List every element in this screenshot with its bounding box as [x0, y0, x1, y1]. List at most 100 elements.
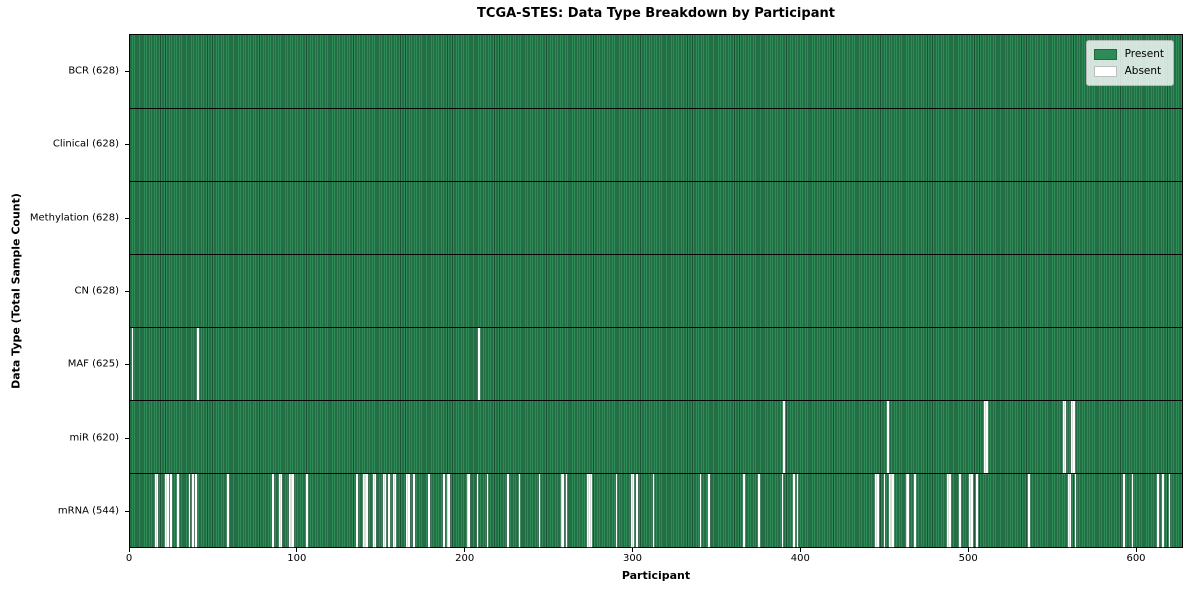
- y-tick-label-mRNA: mRNA (544): [57, 505, 119, 517]
- absent-stripe-mRNA: [632, 473, 635, 547]
- row-separator: [130, 180, 1182, 182]
- absent-stripe-mRNA: [877, 473, 879, 547]
- absent-stripe-mRNA: [413, 473, 415, 547]
- y-tick-label-Clinical: Clinical (628): [52, 138, 119, 150]
- y-tick-label-miR: miR (620): [69, 432, 119, 444]
- y-tick-mark: [125, 217, 129, 219]
- absent-stripe-mRNA: [758, 473, 760, 547]
- absent-stripe-mRNA: [1131, 473, 1134, 547]
- absent-stripe-mRNA: [796, 473, 799, 547]
- y-tick-label-BCR: BCR (628): [68, 65, 119, 77]
- absent-stripe-mRNA: [1069, 473, 1072, 547]
- absent-stripe-mRNA: [166, 473, 169, 547]
- absent-stripe-mRNA: [781, 473, 784, 547]
- absent-stripe-mRNA: [506, 473, 509, 547]
- y-tick-mark: [125, 144, 129, 146]
- absent-stripe-mRNA: [305, 473, 308, 547]
- absent-stripe-miR: [1071, 400, 1074, 474]
- present-swatch-icon: [1093, 49, 1117, 60]
- absent-stripe-mRNA: [382, 473, 385, 547]
- absent-stripe-mRNA: [443, 473, 445, 547]
- absent-stripe-mRNA: [652, 473, 655, 547]
- absent-stripe-mRNA: [615, 473, 618, 547]
- absent-stripe-MAF: [478, 327, 481, 401]
- absent-stripe-mRNA: [590, 473, 593, 547]
- absent-stripe-mRNA: [406, 473, 409, 547]
- row-separator: [130, 327, 1182, 329]
- absent-stripe-mRNA: [362, 473, 365, 547]
- x-tick-mark: [967, 548, 969, 552]
- absent-stripe-mRNA: [565, 473, 568, 547]
- absent-stripe-mRNA: [468, 473, 471, 547]
- absent-stripe-mRNA: [1068, 473, 1070, 547]
- legend: Present Absent: [1085, 40, 1174, 86]
- absent-stripe-mRNA: [387, 473, 390, 547]
- absent-stripe-mRNA: [374, 473, 377, 547]
- x-tick-label: 500: [958, 553, 978, 564]
- absent-stripe-mRNA: [165, 473, 167, 547]
- absent-stripe-mRNA: [290, 473, 293, 547]
- absent-stripe-mRNA: [394, 473, 397, 547]
- absent-stripe-mRNA: [947, 473, 950, 547]
- absent-stripe-mRNA: [448, 473, 450, 547]
- absent-stripe-mRNA: [883, 473, 886, 547]
- absent-stripe-mRNA: [372, 473, 375, 547]
- chart-title: TCGA-STES: Data Type Breakdown by Partic…: [477, 6, 835, 21]
- absent-stripe-mRNA: [486, 473, 489, 547]
- absent-stripe-mRNA: [970, 473, 973, 547]
- absent-stripe-mRNA: [191, 473, 194, 547]
- absent-stripe-mRNA: [393, 473, 395, 547]
- x-tick-mark: [296, 548, 298, 552]
- absent-stripe-mRNA: [793, 473, 796, 547]
- absent-stripe-mRNA: [707, 473, 710, 547]
- absent-stripe-mRNA: [408, 473, 410, 547]
- absent-stripe-miR: [783, 400, 785, 474]
- legend-item-present: Present: [1093, 46, 1164, 63]
- absent-stripe-mRNA: [292, 473, 295, 547]
- absent-stripe-mRNA: [588, 473, 591, 547]
- absent-stripe-miR: [1073, 400, 1075, 474]
- x-tick-label: 100: [287, 553, 307, 564]
- row-separator: [130, 253, 1182, 255]
- y-tick-mark: [125, 364, 129, 366]
- absent-swatch-icon: [1093, 66, 1117, 77]
- x-tick-label: 400: [790, 553, 810, 564]
- absent-stripe-mRNA: [1156, 473, 1159, 547]
- absent-stripe-mRNA: [280, 473, 283, 547]
- absent-stripe-mRNA: [195, 473, 197, 547]
- absent-stripe-mRNA: [356, 473, 358, 547]
- absent-stripe-mRNA: [890, 473, 893, 547]
- absent-stripe-miR: [986, 400, 988, 474]
- y-tick-mark: [125, 291, 129, 292]
- absent-stripe-mRNA: [538, 473, 541, 547]
- absent-stripe-mRNA: [279, 473, 281, 547]
- absent-stripe-mRNA: [155, 473, 157, 547]
- absent-stripe-mRNA: [466, 473, 469, 547]
- x-tick-mark: [632, 548, 633, 552]
- absent-stripe-mRNA: [364, 473, 367, 547]
- legend-label-present: Present: [1124, 48, 1164, 61]
- absent-stripe-mRNA: [188, 473, 191, 547]
- absent-stripe-mRNA: [366, 473, 368, 547]
- legend-label-absent: Absent: [1124, 65, 1162, 78]
- absent-stripe-mRNA: [170, 473, 172, 547]
- absent-stripe-mRNA: [272, 473, 275, 547]
- x-tick-label: 300: [622, 553, 643, 564]
- y-tick-label-MAF: MAF (625): [67, 358, 119, 370]
- row-separator: [130, 107, 1182, 109]
- absent-stripe-mRNA: [562, 473, 564, 547]
- absent-stripe-mRNA: [959, 473, 961, 547]
- absent-stripe-mRNA: [892, 473, 894, 547]
- absent-stripe-miR: [887, 400, 889, 474]
- absent-stripe-mRNA: [975, 473, 978, 547]
- absent-stripe-miR: [1064, 400, 1067, 474]
- x-tick-label: 0: [125, 553, 133, 564]
- absent-stripe-mRNA: [289, 473, 291, 547]
- absent-stripe-mRNA: [630, 473, 633, 547]
- absent-stripe-mRNA: [587, 473, 589, 547]
- y-tick-mark: [125, 437, 129, 439]
- absent-stripe-mRNA: [156, 473, 159, 547]
- absent-stripe-mRNA: [1161, 473, 1164, 547]
- x-tick-mark: [1135, 548, 1137, 552]
